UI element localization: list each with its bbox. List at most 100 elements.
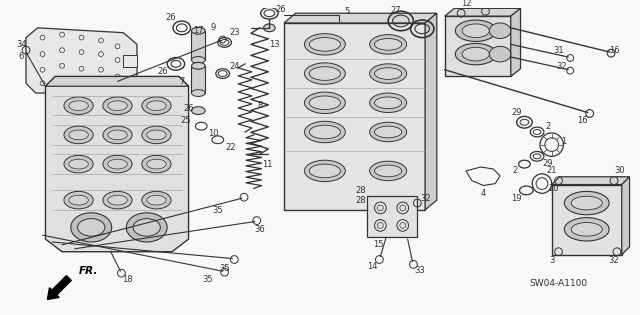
Text: 9: 9	[211, 23, 216, 32]
Ellipse shape	[191, 27, 205, 34]
Text: 29: 29	[511, 108, 522, 117]
Ellipse shape	[305, 160, 346, 182]
Ellipse shape	[462, 24, 490, 37]
Polygon shape	[425, 13, 437, 210]
Ellipse shape	[370, 35, 406, 54]
Ellipse shape	[305, 121, 346, 143]
Ellipse shape	[309, 164, 340, 178]
Ellipse shape	[374, 97, 402, 109]
Ellipse shape	[108, 130, 127, 140]
Ellipse shape	[103, 126, 132, 144]
Text: 20: 20	[548, 184, 559, 193]
Text: 2: 2	[545, 122, 550, 131]
Text: 7: 7	[179, 77, 184, 86]
Ellipse shape	[69, 195, 88, 205]
Ellipse shape	[108, 101, 127, 111]
Ellipse shape	[142, 155, 171, 173]
Ellipse shape	[103, 97, 132, 114]
Ellipse shape	[305, 92, 346, 113]
Ellipse shape	[462, 47, 490, 61]
Ellipse shape	[142, 192, 171, 209]
Bar	[367, 196, 417, 237]
Text: 22: 22	[225, 143, 236, 152]
Ellipse shape	[147, 159, 166, 169]
Text: 29: 29	[543, 159, 553, 168]
Ellipse shape	[309, 96, 340, 110]
Text: 35: 35	[203, 275, 213, 284]
Text: 15: 15	[373, 240, 383, 249]
Polygon shape	[284, 13, 437, 23]
Ellipse shape	[147, 101, 166, 111]
Ellipse shape	[103, 155, 132, 173]
Ellipse shape	[374, 126, 402, 138]
Text: 30: 30	[614, 166, 625, 175]
Text: 32: 32	[556, 62, 567, 71]
Ellipse shape	[309, 67, 340, 80]
Text: 28: 28	[356, 196, 366, 205]
Ellipse shape	[69, 101, 88, 111]
Polygon shape	[445, 9, 520, 16]
Ellipse shape	[264, 24, 275, 32]
Text: 36: 36	[254, 225, 265, 234]
Ellipse shape	[309, 125, 340, 139]
Bar	[284, 23, 425, 210]
Text: 8: 8	[257, 101, 262, 110]
Ellipse shape	[490, 23, 511, 38]
Text: 10: 10	[207, 129, 218, 138]
Text: 19: 19	[511, 194, 522, 203]
Ellipse shape	[309, 37, 340, 51]
Ellipse shape	[142, 126, 171, 144]
Bar	[124, 55, 137, 67]
Text: 32: 32	[420, 194, 431, 203]
Ellipse shape	[374, 38, 402, 50]
Ellipse shape	[305, 34, 346, 55]
Text: 5: 5	[344, 7, 350, 16]
Text: 35: 35	[220, 264, 230, 273]
Polygon shape	[622, 177, 630, 255]
Bar	[552, 185, 622, 255]
Text: 27: 27	[390, 6, 401, 15]
Text: 17: 17	[193, 26, 204, 35]
Ellipse shape	[191, 62, 205, 69]
Text: 16: 16	[577, 116, 588, 125]
Text: 28: 28	[356, 186, 366, 195]
Ellipse shape	[64, 97, 93, 114]
Ellipse shape	[108, 159, 127, 169]
Polygon shape	[511, 9, 520, 77]
Ellipse shape	[370, 161, 406, 181]
Text: 21: 21	[547, 166, 557, 175]
Ellipse shape	[64, 155, 93, 173]
Text: 32: 32	[609, 256, 620, 265]
Ellipse shape	[69, 130, 88, 140]
Text: 2: 2	[512, 166, 517, 175]
Ellipse shape	[64, 126, 93, 144]
Ellipse shape	[455, 43, 496, 65]
Ellipse shape	[77, 219, 105, 236]
Text: 26: 26	[157, 67, 168, 76]
Text: FR.: FR.	[79, 266, 98, 276]
Text: 25: 25	[180, 116, 191, 125]
Ellipse shape	[126, 213, 167, 242]
Bar	[191, 31, 205, 60]
Ellipse shape	[64, 192, 93, 209]
Bar	[445, 16, 511, 77]
Ellipse shape	[147, 130, 166, 140]
Ellipse shape	[564, 218, 609, 241]
Text: 14: 14	[367, 262, 378, 271]
Ellipse shape	[69, 159, 88, 169]
Text: 6: 6	[19, 52, 24, 60]
Polygon shape	[26, 28, 137, 93]
Ellipse shape	[374, 68, 402, 79]
Ellipse shape	[564, 192, 609, 215]
Ellipse shape	[191, 56, 205, 63]
Ellipse shape	[370, 64, 406, 83]
Text: SW04-A1100: SW04-A1100	[529, 279, 588, 288]
Ellipse shape	[191, 90, 205, 96]
Text: 11: 11	[262, 160, 273, 169]
Ellipse shape	[108, 195, 127, 205]
Ellipse shape	[71, 213, 111, 242]
Ellipse shape	[191, 107, 205, 114]
Ellipse shape	[133, 219, 161, 236]
Text: 3: 3	[549, 256, 554, 265]
Text: 35: 35	[212, 206, 223, 215]
